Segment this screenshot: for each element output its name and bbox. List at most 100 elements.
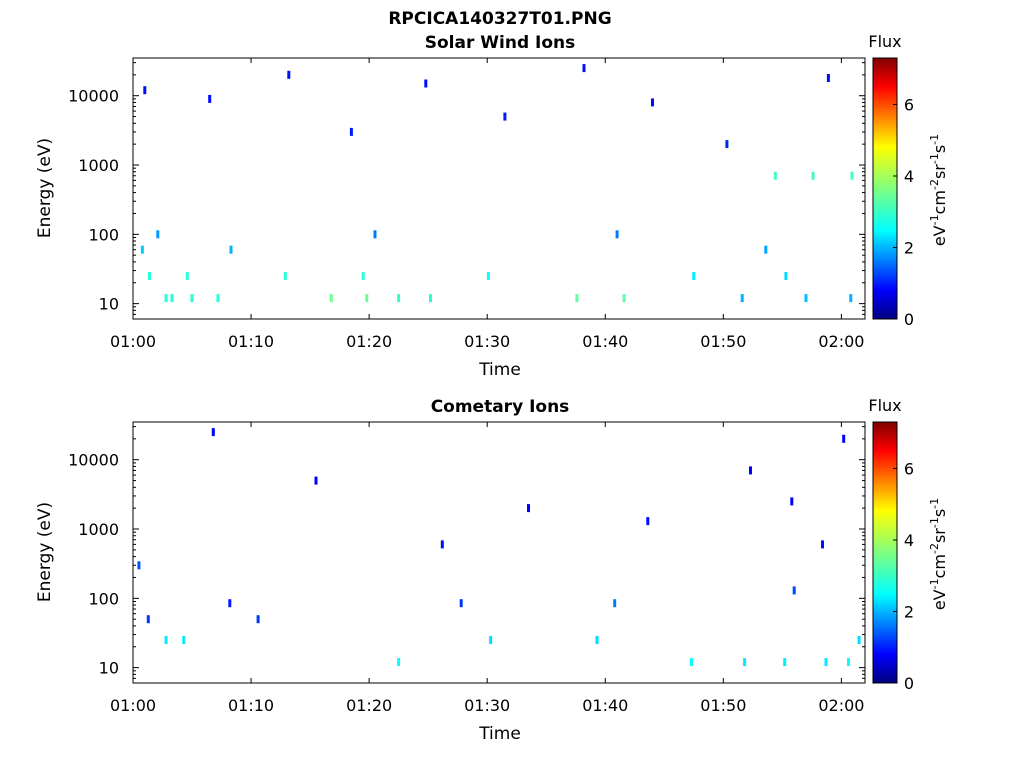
heatmap-cell xyxy=(459,599,463,608)
heatmap-cell xyxy=(811,171,815,180)
heatmap-cell xyxy=(749,466,752,475)
heatmap-cell xyxy=(821,540,824,549)
y-tick-label: 100 xyxy=(88,225,119,244)
colorbar-tick-label: 6 xyxy=(904,459,914,478)
heatmap-cell xyxy=(329,294,333,303)
colorbar-tick-label: 4 xyxy=(904,531,914,550)
heatmap-cell xyxy=(424,79,428,88)
heatmap-cells xyxy=(140,64,854,303)
x-tick-label: 01:50 xyxy=(700,696,746,715)
y-tick-label: 100 xyxy=(88,589,119,608)
cometary-panel: Cometary Ions Energy (eV) Time 01:00 01:1… xyxy=(35,396,949,744)
heatmap-cell xyxy=(349,127,353,136)
heatmap-cell xyxy=(804,294,808,303)
x-tick-label: 01:40 xyxy=(582,332,628,351)
x-tick-label: 01:20 xyxy=(346,696,392,715)
heatmap-cell xyxy=(743,658,747,667)
plot-frame xyxy=(132,57,866,320)
heatmap-cell xyxy=(792,586,796,595)
heatmap-cell xyxy=(143,86,147,95)
x-tick-label: 01:40 xyxy=(582,696,628,715)
heatmap-cell xyxy=(283,272,287,280)
x-tick-label: 01:10 xyxy=(228,696,274,715)
colorbar-ticks: 0 2 4 6 xyxy=(893,95,914,329)
y-axis-ticks: 10 100 1000 10000 xyxy=(68,426,865,684)
heatmap-cell xyxy=(613,599,617,608)
plot-frame xyxy=(132,421,866,684)
heatmap-cell xyxy=(137,561,141,570)
heatmap-cell xyxy=(256,615,260,624)
heatmap-cell xyxy=(211,428,215,437)
heatmap-cell xyxy=(847,658,850,667)
x-tick-label: 02:00 xyxy=(818,332,864,351)
colorbar-tick-label: 4 xyxy=(904,167,914,186)
x-tick-label: 01:10 xyxy=(228,332,274,351)
heatmap-cell xyxy=(622,294,626,303)
heatmap-cell xyxy=(489,636,493,644)
heatmap-cell xyxy=(725,140,729,149)
heatmap-cell xyxy=(140,245,144,254)
y-axis-label: Energy (eV) xyxy=(35,138,55,238)
heatmap-cell xyxy=(190,294,194,303)
colorbar-gradient xyxy=(872,421,898,684)
heatmap-cell xyxy=(527,504,530,513)
heatmap-cell xyxy=(170,294,174,303)
heatmap-cell xyxy=(146,615,150,624)
heatmap-cell xyxy=(783,658,787,667)
colorbar-tick-label: 2 xyxy=(904,602,914,621)
heatmap-cell xyxy=(503,112,507,121)
heatmap-cell xyxy=(397,294,401,303)
heatmap-cell xyxy=(615,230,619,239)
heatmap-cell xyxy=(773,171,777,180)
heatmap-cell xyxy=(208,94,212,103)
heatmap-cell xyxy=(857,636,861,644)
heatmap-cell xyxy=(429,294,432,303)
colorbar-title: Flux xyxy=(868,396,901,415)
x-axis-label: Time xyxy=(478,724,521,744)
heatmap-cell xyxy=(692,272,696,280)
x-tick-label: 01:50 xyxy=(700,332,746,351)
x-axis-ticks: 01:00 01:10 01:20 01:30 01:40 01:50 02:00 xyxy=(110,422,864,715)
colorbar-tick-label: 6 xyxy=(904,95,914,114)
heatmap-cell xyxy=(156,230,160,239)
heatmap-cell xyxy=(440,540,444,549)
panel-title: Cometary Ions xyxy=(431,397,570,417)
x-tick-label: 01:30 xyxy=(464,332,510,351)
heatmap-cell xyxy=(164,294,168,303)
heatmap-cell xyxy=(216,294,220,303)
heatmap-cell xyxy=(373,230,377,239)
colorbar-tick-label: 0 xyxy=(904,674,914,693)
colorbar-tick-label: 0 xyxy=(904,310,914,329)
heatmap-cell xyxy=(287,70,291,79)
heatmap-cell xyxy=(148,272,151,280)
heatmap-cell xyxy=(824,658,828,667)
heatmap-cell xyxy=(314,476,318,485)
figure-title: RPCICA140327T01.PNG xyxy=(388,9,611,29)
solar-wind-panel: Solar Wind Ions Energy (eV) Time 01:00 01… xyxy=(35,32,949,380)
x-tick-label: 01:00 xyxy=(110,332,156,351)
heatmap-cell xyxy=(651,98,654,107)
y-tick-label: 10 xyxy=(99,295,119,314)
heatmap-cell xyxy=(185,272,189,280)
x-axis-ticks: 01:00 01:10 01:20 01:30 01:40 01:50 02:00 xyxy=(110,58,864,351)
heatmap-cell xyxy=(582,64,586,73)
x-tick-label: 01:00 xyxy=(110,696,156,715)
x-tick-label: 01:20 xyxy=(346,332,392,351)
heatmap-cell xyxy=(849,294,853,303)
panel-title: Solar Wind Ions xyxy=(425,33,576,53)
heatmap-cell xyxy=(826,74,830,82)
x-axis-label: Time xyxy=(478,360,521,380)
heatmap-cell xyxy=(397,658,401,667)
colorbar-units-label: eV-1cm-2sr-1s-1 xyxy=(928,134,949,246)
colorbar: Flux 0 2 4 6 eV-1cm-2sr-1s-1 xyxy=(868,32,949,329)
y-tick-label: 1000 xyxy=(78,520,119,539)
heatmap-cell xyxy=(486,272,490,280)
colorbar-ticks: 0 2 4 6 xyxy=(893,459,914,693)
y-tick-label: 10 xyxy=(99,659,119,678)
colorbar-tick-label: 2 xyxy=(904,238,914,257)
heatmap-cell xyxy=(365,294,369,303)
colorbar-units-label: eV-1cm-2sr-1s-1 xyxy=(928,498,949,610)
y-tick-label: 1000 xyxy=(78,156,119,175)
y-tick-label: 10000 xyxy=(68,87,119,106)
